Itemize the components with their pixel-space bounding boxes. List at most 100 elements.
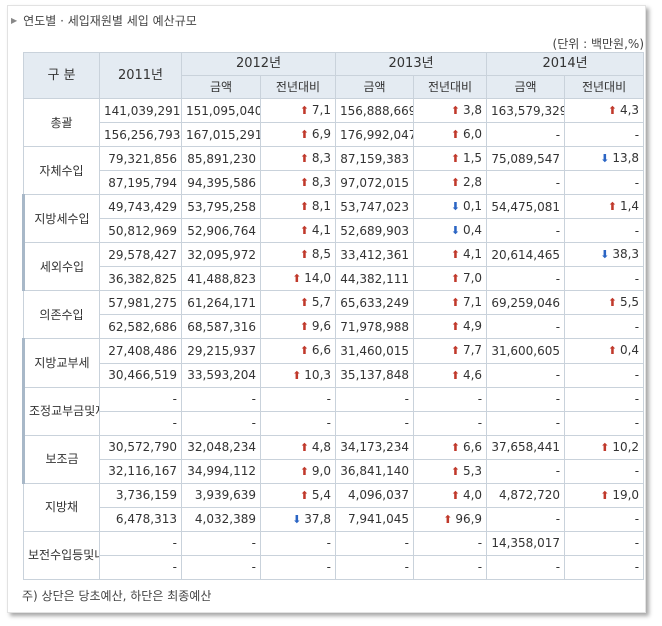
change-2014: - — [564, 122, 645, 148]
amount-2013: 34,173,234 — [335, 434, 415, 460]
arrow-up-icon: ⬆ — [450, 440, 460, 454]
amount-2011: 36,382,825 — [99, 266, 182, 292]
amount-2013: 97,072,015 — [335, 170, 415, 196]
change-value: 0,4 — [619, 343, 640, 358]
amount-2013: 44,382,111 — [335, 266, 415, 292]
arrow-up-icon: ⬆ — [299, 344, 309, 358]
change-value: 0,1 — [462, 199, 483, 214]
change-value: - — [326, 560, 332, 575]
category-label: 총괄 — [23, 97, 100, 148]
amount-2011: 156,256,793 — [99, 122, 182, 148]
change-2014: - — [564, 218, 645, 244]
change-2014: ⬆ 5,5 — [564, 290, 645, 316]
change-2013: ⬆ 7,1 — [413, 290, 488, 316]
table-row: 총괄 141,039,291 151,095,040 ⬆ 7,1 156,888,669 ⬆… — [23, 97, 645, 148]
arrow-up-icon: ⬆ — [292, 272, 302, 286]
change-value: 9,0 — [311, 463, 332, 478]
change-2012: ⬆ 14,0 — [259, 266, 337, 292]
amount-2011: - — [99, 530, 182, 556]
arrow-up-icon: ⬆ — [450, 104, 460, 118]
change-2014: ⬇ 38,3 — [564, 242, 645, 268]
table-row: 87,195,794 94,395,586 ⬆ 8,3 97,072,015 ⬆ 2,8- - — [24, 170, 645, 196]
change-value: 6,6 — [311, 343, 332, 358]
amount-2013: - — [335, 386, 415, 412]
change-2013: ⬆ 4,6 — [413, 362, 488, 388]
amount-2012: 29,215,937 — [181, 338, 261, 364]
change-value: - — [326, 416, 332, 431]
change-2014: - — [564, 530, 645, 556]
change-value: 5,3 — [462, 463, 483, 478]
arrow-up-icon: ⬆ — [292, 368, 302, 382]
arrow-up-icon: ⬆ — [450, 368, 460, 382]
change-value: 5,4 — [311, 487, 332, 502]
arrow-up-icon: ⬆ — [299, 224, 309, 238]
change-2013: ⬆ 7,7 — [413, 338, 488, 364]
header-2014: 2014년 — [486, 52, 645, 76]
amount-2014: 75,089,547 — [486, 146, 566, 172]
change-2014: - — [564, 170, 645, 196]
arrow-down-icon: ⬇ — [292, 512, 302, 526]
change-2012: ⬆ 5,7 — [259, 290, 337, 316]
change-2014: - — [564, 266, 645, 292]
amount-2011: 49,743,429 — [99, 194, 182, 220]
table-row: 62,582,686 68,587,316 ⬆ 9,6 71,978,988 ⬆ 4,9- - — [24, 314, 645, 340]
change-2012: ⬆ 7,1 — [259, 97, 337, 124]
arrow-up-icon: ⬆ — [443, 512, 453, 526]
amount-2012: - — [181, 410, 261, 436]
amount-2014: - — [486, 314, 566, 340]
amount-2014: 37,658,441 — [486, 434, 566, 460]
category-label: 보조금 — [22, 434, 100, 484]
change-2013: - — [413, 554, 488, 581]
arrow-down-icon: ⬇ — [450, 224, 460, 238]
change-2012: ⬆ 10,3 — [259, 362, 337, 388]
amount-2012: 3,939,639 — [181, 482, 261, 508]
amount-2012: 41,488,823 — [181, 266, 261, 292]
amount-2013: 36,841,140 — [335, 458, 415, 484]
arrow-up-icon: ⬆ — [450, 320, 460, 334]
amount-2012: - — [181, 386, 261, 412]
amount-2011: 141,039,291 — [99, 97, 182, 124]
change-value: 4,3 — [619, 103, 640, 118]
unit-label: (단위 : 백만원,%) — [552, 37, 644, 51]
budget-table-body: 총괄 141,039,291 151,095,040 ⬆ 7,1 156,888,669 ⬆… — [22, 97, 645, 581]
arrow-down-icon: ⬇ — [450, 200, 460, 214]
table-row: 자체수입 79,321,856 85,891,230 ⬆ 8,3 87,159,383 ⬆ 1… — [23, 146, 645, 196]
category-label: 자체수입 — [23, 146, 100, 196]
arrow-up-icon: ⬆ — [299, 320, 309, 334]
amount-2014: 4,872,720 — [486, 482, 566, 508]
change-value: 2,8 — [462, 175, 483, 190]
amount-2012: - — [181, 554, 261, 581]
table-row: 의존수입 57,981,275 61,264,171 ⬆ 5,7 65,633,249 ⬆ 7… — [23, 290, 645, 340]
change-2013: - — [413, 410, 488, 436]
category-label: 지방세수입 — [22, 194, 100, 244]
amount-2013: - — [335, 530, 415, 556]
change-value: 9,6 — [311, 319, 332, 334]
amount-2011: 6,478,313 — [99, 506, 182, 532]
amount-2011: - — [99, 554, 182, 581]
change-value: 6,0 — [462, 127, 483, 142]
change-value: 1,5 — [462, 151, 483, 166]
amount-2014: 163,579,329 — [486, 97, 566, 124]
change-2012: ⬆ 8,1 — [259, 194, 337, 220]
arrow-up-icon: ⬆ — [450, 296, 460, 310]
arrow-up-icon: ⬆ — [607, 296, 617, 310]
amount-2013: 71,978,988 — [335, 314, 415, 340]
arrow-up-icon: ⬆ — [299, 464, 309, 478]
change-value: - — [634, 271, 640, 286]
amount-2013: 7,941,045 — [335, 506, 415, 532]
arrow-up-icon: ⬆ — [607, 104, 617, 118]
amount-2014: - — [486, 554, 566, 581]
header-2013-amount: 금액 — [335, 75, 415, 99]
category-label: 보전수입등및내부거래 — [23, 530, 100, 581]
table-row: 보전수입등및내부거래-----14,358,017- — [23, 530, 645, 581]
change-2012: ⬇ 37,8 — [259, 506, 337, 532]
amount-2013: 65,633,249 — [335, 290, 415, 316]
amount-2012: 52,906,764 — [181, 218, 261, 244]
change-2014: ⬆ 4,3 — [564, 97, 645, 124]
header-2014-yoy: 전년대비 — [564, 75, 645, 99]
header-2011: 2011년 — [99, 52, 182, 99]
category-label: 의존수입 — [23, 290, 100, 340]
change-value: - — [634, 512, 640, 527]
table-row: 156,256,793 167,015,291 ⬆ 6,9 176,992,047 ⬆ 6,… — [24, 122, 645, 148]
change-value: - — [477, 416, 483, 431]
